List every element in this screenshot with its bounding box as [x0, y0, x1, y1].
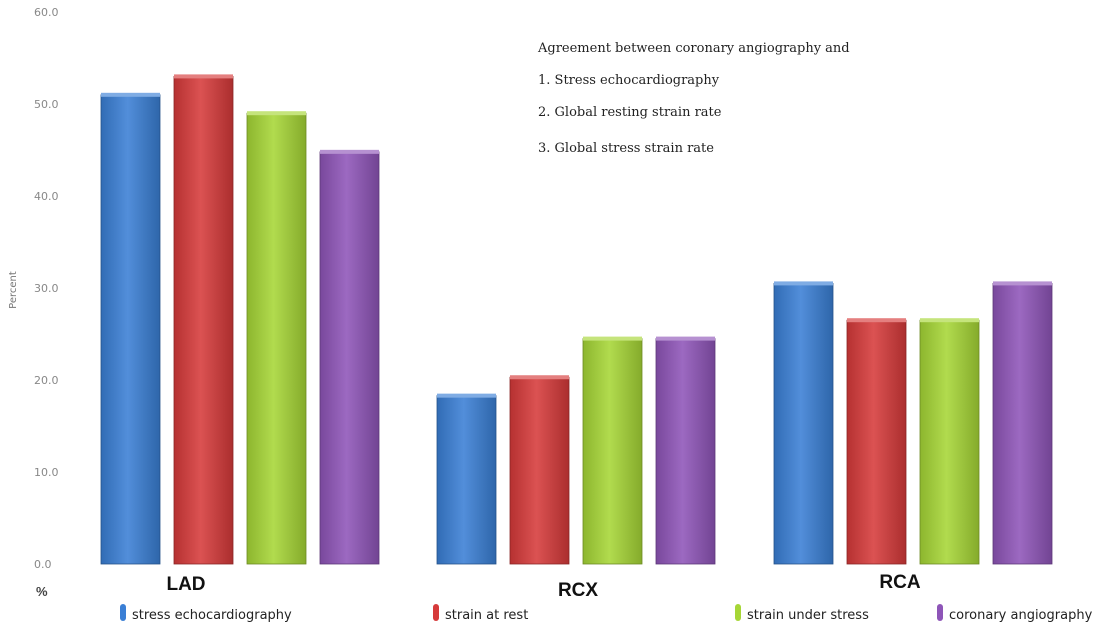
bar-cap: [174, 74, 233, 79]
legend-swatch: [433, 604, 439, 621]
category-label-rcx: RCX: [558, 580, 598, 601]
bar-rect: [846, 319, 907, 565]
bar-lad-1: [100, 92, 161, 565]
bars-group: [100, 74, 1053, 565]
bar-rca-2: [846, 318, 907, 565]
y-axis-unit-label: %: [36, 584, 48, 599]
legend: stress echocardiography strain at rest str…: [120, 604, 1093, 623]
legend-label: coronary angiography: [949, 608, 1093, 623]
y-tick-label: 40.0: [34, 190, 59, 203]
bar-rca-4: [992, 281, 1053, 565]
legend-item-4: coronary angiography: [937, 604, 1093, 623]
bar-rca-1: [773, 281, 834, 565]
category-label-lad: LAD: [166, 574, 205, 595]
bar-lad-3: [246, 111, 307, 565]
bar-rect: [436, 395, 497, 565]
y-tick-label: 10.0: [34, 466, 59, 479]
bar-rect: [992, 282, 1053, 565]
y-axis-label: Percent: [8, 271, 19, 309]
annotation-line-2: 1. Stress echocardiography: [538, 73, 720, 88]
bar-rcx-4: [655, 336, 716, 565]
annotation-line-3: 2. Global resting strain rate: [538, 105, 722, 120]
bar-rect: [100, 94, 161, 565]
bar-cap: [320, 149, 379, 154]
category-label-rca: RCA: [879, 572, 920, 593]
bar-rect: [773, 282, 834, 565]
bar-cap: [101, 92, 160, 97]
annotation-line-4: 3. Global stress strain rate: [538, 141, 714, 156]
legend-label: stress echocardiography: [132, 608, 292, 623]
legend-label: strain under stress: [747, 608, 869, 623]
bar-cap: [656, 336, 715, 341]
bar-rcx-1: [436, 393, 497, 565]
y-tick-label: 60.0: [34, 6, 59, 19]
bar-lad-2: [173, 74, 234, 565]
legend-label: strain at rest: [445, 608, 528, 623]
bar-cap: [510, 375, 569, 380]
category-labels: LAD RCX RCA: [166, 572, 920, 601]
bar-cap: [847, 318, 906, 323]
bar-rca-3: [919, 318, 980, 565]
bar-rcx-2: [509, 375, 570, 565]
legend-item-2: strain at rest: [433, 604, 528, 623]
bar-cap: [247, 111, 306, 116]
annotation-line-1: Agreement between coronary angiography a…: [537, 41, 850, 56]
bar-rcx-3: [582, 336, 643, 565]
bar-rect: [582, 338, 643, 565]
legend-swatch: [735, 604, 741, 621]
y-tick-label: 50.0: [34, 98, 59, 111]
bar-rect: [919, 319, 980, 565]
bar-cap: [583, 336, 642, 341]
legend-swatch: [120, 604, 126, 621]
bar-cap: [920, 318, 979, 323]
bar-rect: [173, 76, 234, 565]
y-tick-label: 20.0: [34, 374, 59, 387]
bar-cap: [774, 281, 833, 286]
y-tick-label: 30.0: [34, 282, 59, 295]
bar-rect: [319, 151, 380, 565]
y-tick-label: 0.0: [34, 558, 52, 571]
legend-item-3: strain under stress: [735, 604, 869, 623]
bar-rect: [509, 376, 570, 565]
bar-cap: [437, 393, 496, 398]
y-axis-ticks: 0.0 10.0 20.0 30.0 40.0 50.0 60.0: [34, 6, 59, 571]
bar-rect: [655, 338, 716, 565]
legend-swatch: [937, 604, 943, 621]
annotation-block: Agreement between coronary angiography a…: [537, 41, 850, 156]
bar-cap: [993, 281, 1052, 286]
legend-item-1: stress echocardiography: [120, 604, 292, 623]
bar-lad-4: [319, 149, 380, 565]
bar-rect: [246, 112, 307, 565]
